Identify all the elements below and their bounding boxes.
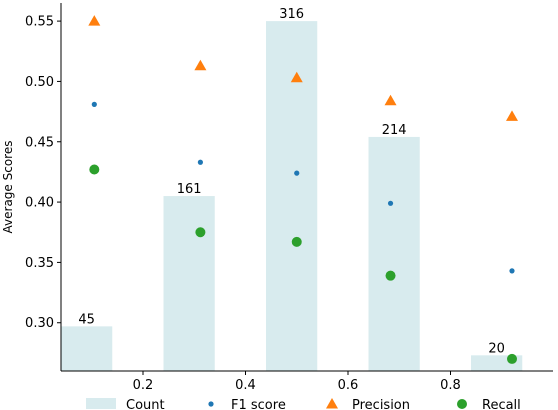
f1-score-point xyxy=(197,159,203,165)
precision-point xyxy=(290,71,303,83)
legend-label: Recall xyxy=(482,398,521,410)
x-tick-label: 0.6 xyxy=(338,378,359,393)
count-bar xyxy=(368,136,420,371)
y-tick-label: 0.35 xyxy=(25,256,54,271)
recall-point xyxy=(89,164,100,175)
precision-point xyxy=(194,59,207,71)
count-label: 45 xyxy=(78,312,95,327)
legend-label: Count xyxy=(126,398,165,410)
y-tick-label: 0.55 xyxy=(25,15,54,30)
legend-precision-marker xyxy=(326,398,338,409)
legend-f1-score-marker xyxy=(208,401,214,407)
recall-point xyxy=(195,227,206,238)
x-tick-label: 0.4 xyxy=(235,378,256,393)
y-tick-label: 0.45 xyxy=(25,135,54,150)
precision-point xyxy=(506,110,518,121)
f1-score-point xyxy=(91,101,97,107)
y-axis-title: Average Scores xyxy=(1,141,15,234)
count-label: 161 xyxy=(177,182,202,197)
legend-label: Precision xyxy=(352,398,410,410)
count-bar xyxy=(266,21,318,372)
x-tick-label: 0.2 xyxy=(133,378,154,393)
x-tick-label: 0.8 xyxy=(440,378,461,393)
count-bar xyxy=(61,326,113,371)
legend-label: F1 score xyxy=(231,398,286,410)
y-tick-label: 0.30 xyxy=(25,316,54,331)
count-bar xyxy=(163,196,215,371)
recall-point xyxy=(385,270,396,281)
precision-point xyxy=(88,15,101,26)
recall-point xyxy=(507,353,517,364)
count-label: 214 xyxy=(382,123,407,138)
recall-point xyxy=(291,236,302,247)
f1-score-point xyxy=(387,200,394,206)
precision-point xyxy=(384,94,397,106)
y-tick-label: 0.40 xyxy=(25,196,54,211)
y-tick-label: 0.50 xyxy=(25,75,54,90)
legend-count-swatch xyxy=(86,398,116,409)
count-label: 316 xyxy=(279,7,304,22)
legend-recall-marker xyxy=(457,399,467,409)
f1-score-point xyxy=(294,170,300,176)
count-label: 20 xyxy=(488,341,505,356)
f1-score-point xyxy=(509,268,515,274)
